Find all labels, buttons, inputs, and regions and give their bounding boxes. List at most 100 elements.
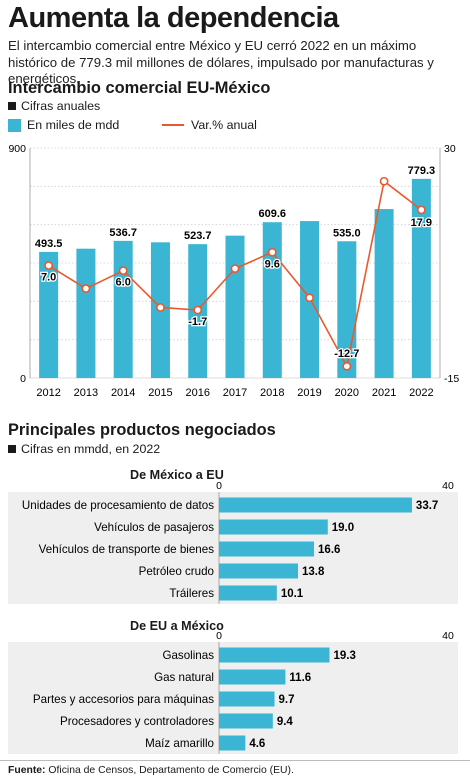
page-subtitle: El intercambio comercial entre México y … bbox=[8, 38, 434, 86]
category-label: Vehículos de pasajeros bbox=[94, 521, 214, 534]
y-tick-right-min: -15 bbox=[444, 373, 459, 385]
x-tick-max: 40 bbox=[442, 480, 454, 492]
panel-us-title: De EU a México bbox=[130, 619, 224, 633]
line-point bbox=[267, 247, 277, 257]
category-label: Procesadores y controladores bbox=[60, 715, 214, 728]
hbar-value-label: 10.1 bbox=[281, 588, 304, 600]
note-square-icon bbox=[8, 445, 16, 453]
category-label: Partes y accesorios para máquinas bbox=[33, 693, 214, 706]
line-value-label: 9.6 bbox=[265, 258, 280, 270]
category-label: Vehículos de transporte de bienes bbox=[39, 543, 215, 556]
hbar-value-label: 19.3 bbox=[333, 650, 355, 662]
hbar-value-label: 9.7 bbox=[279, 694, 295, 706]
products-section-title: Principales productos negociados bbox=[8, 421, 276, 439]
source-text: Oficina de Censos, Departamento de Comer… bbox=[45, 765, 294, 776]
bar bbox=[39, 251, 59, 378]
products-mx-chart: 0 40 Unidades de procesamiento de datos 33.… bbox=[8, 480, 458, 604]
source-label: Fuente: bbox=[8, 765, 46, 776]
bar bbox=[411, 178, 431, 378]
bar bbox=[262, 222, 282, 378]
source-note: Fuente: Oficina de Censos, Departamento … bbox=[8, 765, 294, 776]
legend-line-swatch bbox=[162, 124, 184, 126]
y-tick-right-max: 30 bbox=[444, 143, 456, 155]
line-point bbox=[342, 361, 352, 371]
hbar-value-label: 16.6 bbox=[318, 544, 340, 556]
legend-bar-label: En miles de mdd bbox=[27, 118, 120, 132]
bar bbox=[113, 240, 133, 378]
panel-mx-title: De México a EU bbox=[130, 468, 224, 482]
hbar bbox=[219, 519, 328, 535]
hbar-value-label: 9.4 bbox=[277, 716, 294, 728]
bar bbox=[374, 209, 394, 378]
x-tick-max: 40 bbox=[442, 630, 454, 642]
x-tick-label: 2012 bbox=[36, 387, 60, 399]
line-point bbox=[193, 305, 203, 315]
trade-note-text: Cifras anuales bbox=[21, 99, 101, 113]
x-tick-min: 0 bbox=[216, 630, 222, 642]
x-tick-label: 2019 bbox=[297, 387, 321, 399]
trade-section-title: Intercambio comercial EU-México bbox=[8, 79, 271, 97]
hbar bbox=[219, 691, 275, 707]
footer-divider bbox=[0, 760, 470, 761]
category-label: Gas natural bbox=[154, 671, 214, 684]
y-tick-left-min: 0 bbox=[20, 373, 26, 385]
x-tick-label: 2020 bbox=[335, 387, 359, 399]
bar bbox=[225, 235, 245, 378]
category-label: Tráileres bbox=[169, 587, 214, 600]
products-us-chart: 0 40 Gasolinas 19.3 Gas natural 11.6 Partes y … bbox=[8, 630, 458, 754]
hbar-value-label: 4.6 bbox=[249, 738, 265, 750]
bar-value-label: 609.6 bbox=[259, 208, 287, 220]
x-tick-label: 2022 bbox=[409, 387, 433, 399]
x-tick-min: 0 bbox=[216, 480, 222, 492]
line-value-label: 7.0 bbox=[41, 272, 56, 284]
hbar bbox=[219, 713, 273, 729]
line-point bbox=[81, 284, 91, 293]
line-point bbox=[379, 176, 389, 186]
line-value-label: 6.0 bbox=[116, 277, 131, 289]
legend-line: Var.% anual bbox=[162, 118, 257, 132]
legend-bar: En miles de mdd bbox=[8, 118, 119, 132]
bar-value-label: 535.0 bbox=[333, 227, 361, 239]
category-label: Maíz amarillo bbox=[145, 737, 214, 750]
note-square-icon bbox=[8, 102, 16, 110]
line-point bbox=[416, 205, 426, 215]
bar-value-label: 779.3 bbox=[408, 165, 436, 177]
line-point bbox=[118, 266, 128, 276]
hbar bbox=[219, 563, 299, 579]
line-point bbox=[156, 303, 165, 312]
hbar-value-label: 11.6 bbox=[289, 672, 311, 684]
trade-chart: 900 0 30 -15 493.5 2012 2013 536.7 2014 2015 523.7… bbox=[8, 143, 459, 399]
x-tick-label: 2013 bbox=[74, 387, 98, 399]
x-tick-label: 2016 bbox=[185, 387, 209, 399]
x-tick-label: 2021 bbox=[372, 387, 396, 399]
hbar bbox=[219, 647, 330, 663]
y-tick-left-max: 900 bbox=[8, 143, 26, 155]
line-point bbox=[44, 261, 54, 270]
trade-section-note: Cifras anuales bbox=[8, 99, 100, 113]
category-label: Unidades de procesamiento de datos bbox=[22, 499, 214, 512]
hbar bbox=[219, 541, 315, 557]
hbar-value-label: 19.0 bbox=[332, 522, 354, 534]
x-tick-label: 2014 bbox=[111, 387, 135, 399]
line-value-label: -1.7 bbox=[188, 316, 207, 328]
line-value-label: 17.9 bbox=[411, 217, 432, 229]
line-value-label: -12.7 bbox=[334, 348, 359, 360]
legend-line-label: Var.% anual bbox=[191, 118, 257, 132]
hbar-value-label: 33.7 bbox=[416, 500, 438, 512]
hbar bbox=[219, 585, 277, 601]
hbar-value-label: 13.8 bbox=[302, 566, 325, 578]
line-point bbox=[305, 293, 314, 303]
x-tick-label: 2018 bbox=[260, 387, 284, 399]
bar-value-label: 493.5 bbox=[35, 238, 63, 250]
x-tick-label: 2017 bbox=[223, 387, 247, 399]
products-note-text: Cifras en mmdd, en 2022 bbox=[21, 442, 161, 456]
hbar bbox=[219, 669, 286, 685]
hbar bbox=[219, 735, 246, 751]
x-tick-label: 2015 bbox=[148, 387, 172, 399]
bar bbox=[76, 248, 96, 378]
page-title: Aumenta la dependencia bbox=[8, 2, 339, 34]
products-section-note: Cifras en mmdd, en 2022 bbox=[8, 442, 160, 456]
bar-value-label: 536.7 bbox=[109, 227, 137, 239]
hbar bbox=[219, 497, 412, 513]
category-label: Petróleo crudo bbox=[139, 565, 214, 578]
